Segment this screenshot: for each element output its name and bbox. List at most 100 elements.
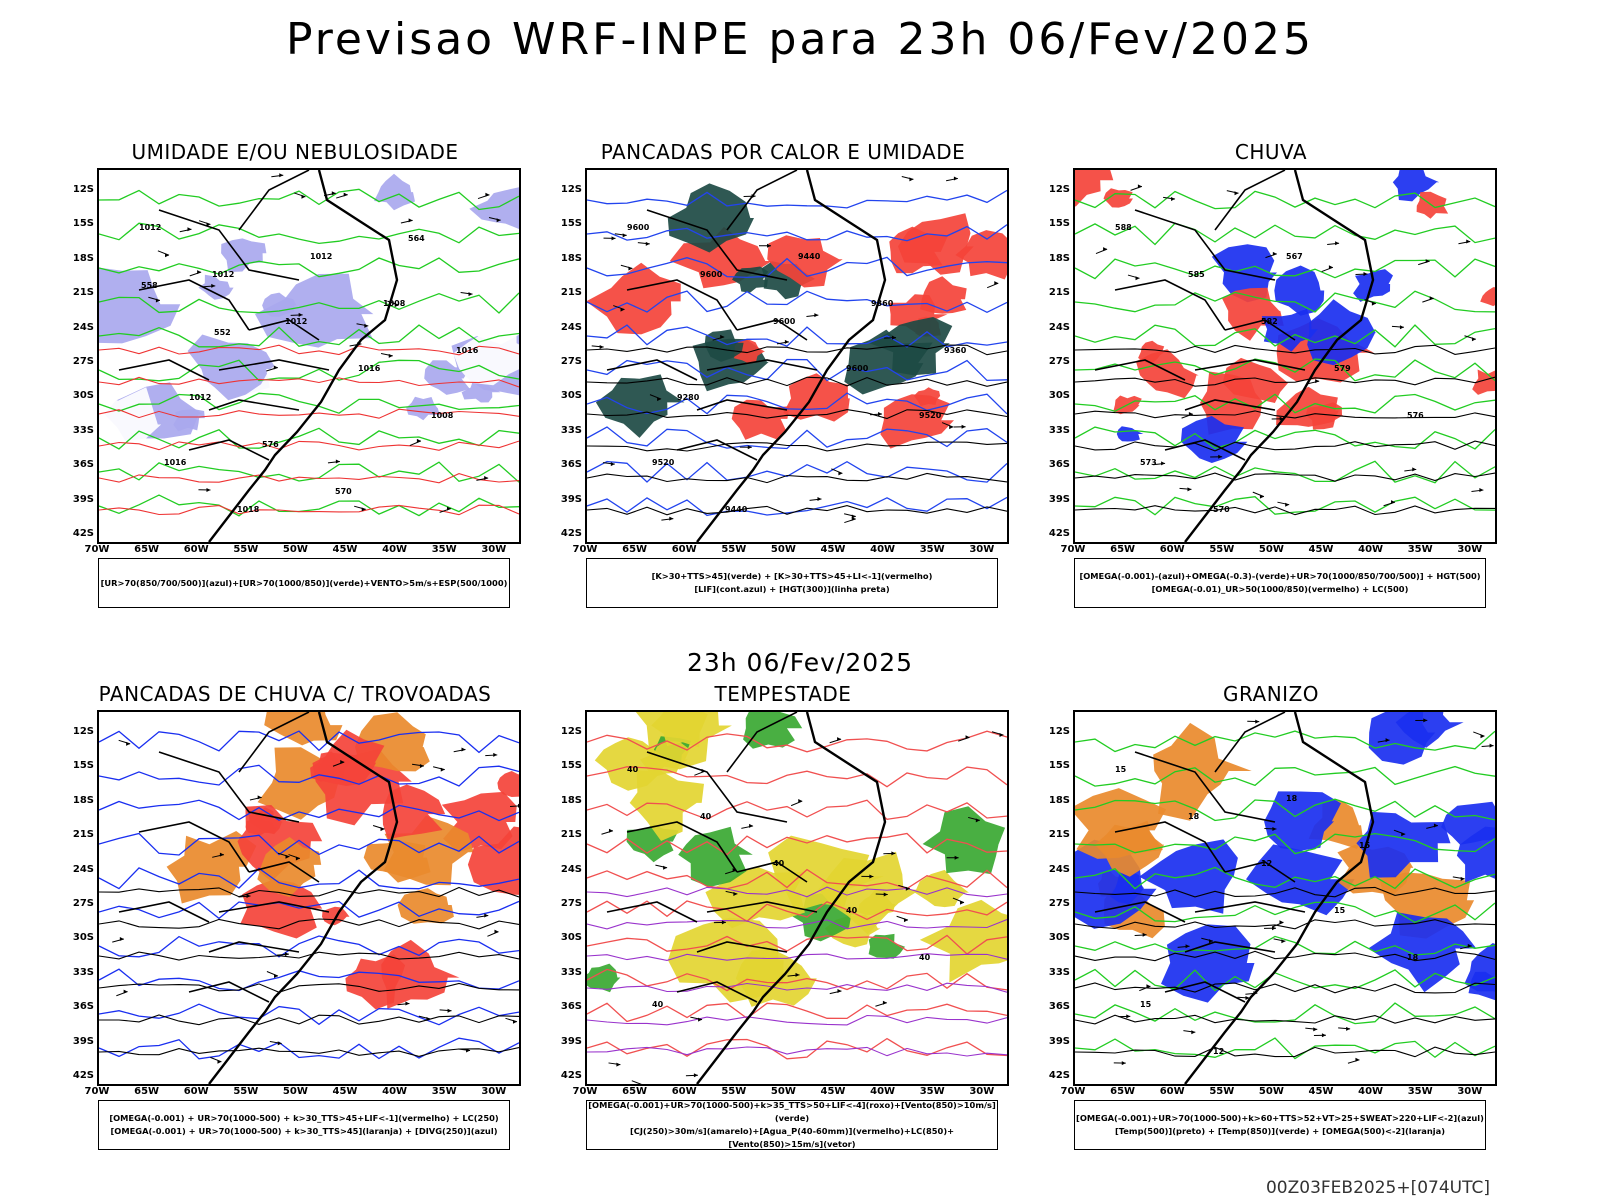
lat-tick-label: 21S xyxy=(72,829,94,841)
wind-arrowhead xyxy=(1328,265,1333,270)
isoline xyxy=(1075,440,1495,452)
map-plot xyxy=(99,712,519,1084)
lat-tick-label: 12S xyxy=(1048,184,1070,195)
state-border xyxy=(736,861,808,883)
wind-arrowhead xyxy=(999,733,1004,738)
contour-value-label: 12 xyxy=(1213,1047,1224,1056)
state-border xyxy=(1214,170,1286,231)
contour-line xyxy=(99,764,519,787)
lat-tick-label: 21S xyxy=(1048,287,1070,299)
contour-value-label: 564 xyxy=(408,234,425,243)
wind-arrowhead xyxy=(126,741,131,746)
contour-line xyxy=(99,359,519,382)
lat-tick-label: 18S xyxy=(560,252,582,264)
contour-line xyxy=(99,935,519,958)
shaded-region xyxy=(922,806,1006,875)
wind-arrowhead xyxy=(620,307,625,312)
wind-arrowhead xyxy=(616,1062,621,1067)
wind-arrowhead xyxy=(1460,876,1465,881)
lon-tick-label: 40W xyxy=(1358,1086,1384,1097)
state-border xyxy=(1164,439,1246,461)
shaded-region xyxy=(914,869,969,908)
coastline xyxy=(1184,712,1375,1084)
lat-tick-label: 18S xyxy=(1048,252,1070,264)
isoline xyxy=(1075,344,1495,355)
map-plot: 9600 9600 9600 9600 9520 9520 9440 9440 9360 9360… xyxy=(587,170,1007,542)
shaded-region xyxy=(1180,416,1248,463)
contour-line xyxy=(1075,324,1495,348)
shaded-region xyxy=(678,826,753,887)
lat-tick-label: 39S xyxy=(1048,1035,1070,1047)
contour-value-label: 9440 xyxy=(798,252,821,261)
wind-arrowhead xyxy=(767,243,772,248)
shaded-region xyxy=(1392,170,1440,202)
isoline xyxy=(99,1047,519,1057)
shaded-region xyxy=(1274,265,1325,316)
lat-tick-label: 30S xyxy=(1048,932,1070,944)
legend-line: [OMEGA(-0.001)+UR>70(1000-500)+k>60+TTS>… xyxy=(1076,1113,1484,1123)
lon-tick-label: 60W xyxy=(671,1086,697,1097)
wind-arrowhead xyxy=(493,752,498,757)
shaded-region xyxy=(1368,912,1477,993)
shaded-region xyxy=(262,292,297,317)
wind-arrowhead xyxy=(610,462,615,467)
wind-arrowhead xyxy=(883,892,888,897)
wind-arrowhead xyxy=(1234,191,1239,196)
shaded-region xyxy=(880,394,954,449)
state-border xyxy=(696,399,788,411)
shaded-region xyxy=(1480,287,1495,307)
contour-value-label: 40 xyxy=(919,953,931,962)
lat-tick-label: 42S xyxy=(1048,1070,1070,1081)
legend-line: [OMEGA(-0.001)+UR>70(1000-500)+k>35_TTS>… xyxy=(588,1100,996,1123)
wind-arrowhead xyxy=(954,855,959,860)
panel-tempestade: TEMPESTADE 40 40 40 40 40 40 12S 15S 18S 21S 24S 27S… xyxy=(548,682,1018,1162)
isoline xyxy=(1075,919,1495,930)
lat-tick-label: 33S xyxy=(1048,966,1070,978)
lat-tick-label: 30S xyxy=(560,390,582,402)
lon-tick-label: 65W xyxy=(622,544,648,555)
wind-arrowhead xyxy=(961,424,966,429)
lat-tick-label: 18S xyxy=(72,252,94,264)
lat-tick-label: 15S xyxy=(1048,218,1070,230)
lon-tick-label: 65W xyxy=(1110,1086,1136,1097)
contour-line xyxy=(1075,935,1495,956)
state-border xyxy=(1224,319,1296,341)
shaded-region xyxy=(1075,839,1157,929)
state-border xyxy=(188,439,270,461)
lon-tick-label: 35W xyxy=(1407,1086,1433,1097)
wind-arrowhead xyxy=(461,747,466,752)
wind-arrowhead xyxy=(838,471,843,476)
wind-arrowhead xyxy=(784,339,789,344)
shaded-region xyxy=(1094,820,1164,877)
isoline xyxy=(99,376,519,388)
lat-tick-label: 15S xyxy=(560,760,582,772)
lat-tick-label: 33S xyxy=(1048,424,1070,436)
lat-tick-label: 18S xyxy=(72,794,94,806)
wind-arrowhead xyxy=(1363,272,1368,277)
shaded-region xyxy=(345,954,406,1010)
lat-tick-label: 18S xyxy=(560,794,582,806)
contour-value-label: 15 xyxy=(1115,765,1127,774)
isoline xyxy=(587,472,1007,484)
wind-arrowhead xyxy=(733,891,738,896)
legend-box: [UR>70(850/700/500)](azul)+[UR>70(1000/8… xyxy=(98,558,510,608)
lat-tick-label: 15S xyxy=(1048,760,1070,772)
contour-line xyxy=(1075,290,1495,313)
contour-line xyxy=(99,188,519,211)
map-plot: 1012 1012 1012 1016 1008 1016 1018 1012 1008 1016… xyxy=(99,170,519,542)
wind-arrowhead xyxy=(1208,939,1213,944)
state-border xyxy=(1094,901,1186,923)
state-border xyxy=(238,170,310,231)
contour-value-label: 573 xyxy=(1140,458,1157,467)
state-border xyxy=(1194,901,1306,913)
lon-tick-label: 40W xyxy=(382,1086,408,1097)
lon-tick-label: 30W xyxy=(481,1086,507,1097)
contour-line xyxy=(99,968,519,992)
shaded-region xyxy=(467,826,519,895)
shaded-region xyxy=(1307,299,1376,366)
isoline xyxy=(99,918,519,930)
shaded-region xyxy=(397,888,454,924)
contour-line xyxy=(587,934,1007,955)
legend-box: [OMEGA(-0.001)-(azul)+OMEGA(-0.3)-(verde… xyxy=(1074,558,1486,608)
lon-tick-label: 60W xyxy=(1159,1086,1185,1097)
